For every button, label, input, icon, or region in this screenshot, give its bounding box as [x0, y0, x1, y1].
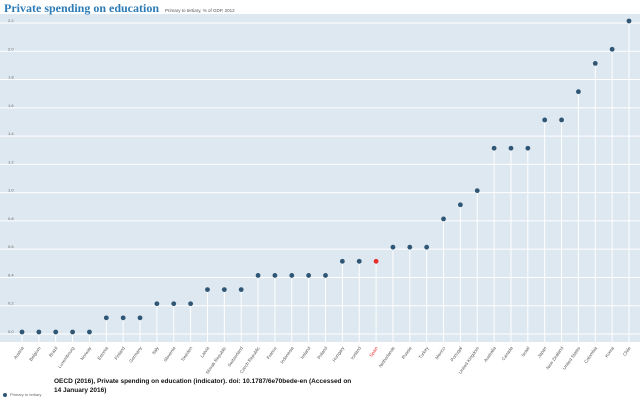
chart-header: Private spending on education Primary to…: [4, 1, 235, 16]
x-tick-label: Japan: [536, 345, 547, 358]
y-tick-label: 2.2: [8, 18, 14, 23]
data-point: [137, 315, 143, 321]
x-tick-label: Latvia: [199, 345, 210, 358]
data-point: [407, 244, 413, 250]
data-point: [424, 244, 430, 250]
chart: 0.0 0.2 0.4 0.6 0.8 1.0 1.2 1.4 1.6 1.8 2.0 2.2 Aust…: [0, 14, 640, 375]
chart-title: Private spending on education: [4, 1, 160, 15]
data-point: [542, 117, 548, 123]
data-point: [491, 145, 497, 151]
data-point: [390, 244, 396, 250]
data-point: [87, 329, 92, 335]
y-tick-label: 0.4: [8, 272, 14, 277]
data-point: [272, 273, 278, 278]
x-tick-label: Colombia: [583, 345, 598, 364]
data-point: [289, 273, 295, 278]
data-point: [221, 287, 227, 292]
data-point: [255, 273, 261, 278]
y-tick-label: 0.2: [8, 301, 14, 306]
legend-marker: [3, 392, 7, 397]
data-point: [205, 287, 210, 292]
x-tick-label: Belgium: [28, 346, 42, 362]
data-point: [441, 216, 446, 222]
data-point: [626, 18, 632, 24]
x-tick-label: Turkey: [418, 345, 430, 360]
data-point: [53, 329, 59, 335]
x-tick-label: Brazil: [48, 346, 59, 358]
legend-label: Primary to tertiary: [10, 392, 42, 397]
data-point: [525, 145, 531, 151]
x-tick-label: Indonesia: [279, 345, 295, 364]
y-tick-label: 1.8: [8, 75, 14, 80]
y-tick-label: 1.2: [8, 159, 14, 164]
plot-background: [0, 14, 640, 342]
data-point: [474, 188, 480, 194]
x-tick-label: Australia: [483, 345, 497, 363]
data-point: [306, 273, 312, 278]
x-tick-label: Sweden: [180, 345, 194, 362]
x-tick-label: Spain: [368, 345, 379, 358]
x-tick-label: Germany: [128, 345, 143, 364]
data-point: [559, 117, 564, 123]
data-point: [36, 329, 42, 335]
y-tick-label: 1.6: [8, 103, 14, 108]
x-tick-label: Chile: [622, 345, 632, 357]
x-tick-label: Poland: [316, 345, 328, 360]
y-tick-label: 1.0: [8, 188, 14, 193]
data-point: [323, 273, 328, 278]
x-tick-label: Hungary: [331, 345, 345, 362]
data-point: [154, 301, 160, 307]
x-tick-label: France: [266, 345, 278, 360]
x-tick-label: Canada: [501, 345, 514, 361]
y-tick-label: 2.0: [8, 46, 14, 51]
x-tick-label: Israel: [520, 346, 530, 358]
data-point: [609, 46, 615, 52]
x-tick-label: Estonia: [96, 345, 109, 361]
x-tick-label: Luxembourg: [57, 345, 76, 369]
data-point: [373, 258, 379, 264]
x-tick-label: Slovenia: [163, 345, 177, 362]
data-point: [238, 287, 244, 292]
x-tick-label: Portugal: [449, 346, 463, 363]
y-tick-label: 1.4: [8, 131, 14, 136]
x-tick-label: Ireland: [299, 345, 311, 360]
x-tick-label: Russia: [401, 345, 413, 360]
data-point: [592, 61, 598, 66]
data-point: [188, 301, 194, 307]
x-tick-label: Netherlands: [378, 345, 396, 368]
data-point: [70, 329, 75, 335]
x-tick-label: Austria: [13, 345, 25, 360]
chart-subtitle: Primary to tertiary, % of GDP, 2012: [165, 8, 235, 13]
x-tick-label: Korea: [604, 345, 615, 358]
x-tick-label: Finland: [113, 345, 126, 360]
y-tick-label: 0.0: [8, 329, 14, 334]
x-tick-label: Norway: [79, 345, 92, 361]
data-point: [19, 329, 25, 335]
data-point: [120, 315, 126, 321]
y-tick-label: 0.8: [8, 216, 14, 221]
source-citation: OECD (2016), Private spending on educati…: [54, 378, 352, 394]
data-point: [457, 202, 463, 208]
data-point: [103, 315, 109, 321]
x-tick-label: Mexico: [434, 345, 447, 360]
x-tick-label: Italy: [151, 345, 160, 355]
data-point: [576, 89, 581, 95]
data-point: [356, 258, 362, 264]
legend[interactable]: Primary to tertiary: [3, 392, 42, 397]
data-point: [339, 258, 345, 264]
x-tick-label: United States: [562, 345, 582, 371]
data-point: [171, 301, 177, 307]
data-point: [508, 145, 514, 151]
x-tick-label: Switzerland: [227, 345, 245, 367]
y-tick-label: 0.6: [8, 244, 14, 249]
x-tick-label: Iceland: [350, 345, 363, 360]
